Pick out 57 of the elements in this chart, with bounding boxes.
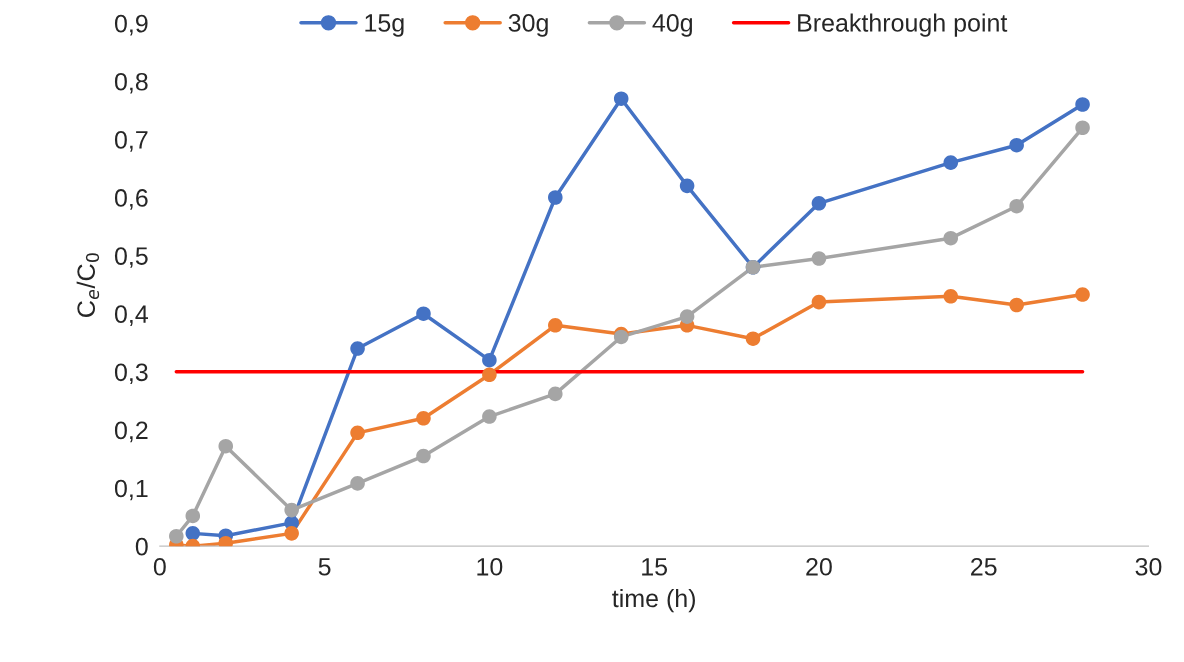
y-tick-label: 0,7 xyxy=(114,130,148,152)
legend-label: 40g xyxy=(652,14,692,37)
point xyxy=(811,294,827,310)
y-tick-label: 0,2 xyxy=(114,421,148,443)
x-tick-label: 30 xyxy=(1135,557,1162,576)
y-tick-label: 0,6 xyxy=(114,189,148,210)
point xyxy=(679,309,695,324)
point xyxy=(1075,287,1090,302)
y-tick-label: 0,3 xyxy=(114,363,148,385)
x-tick-label: 0 xyxy=(153,557,166,576)
point xyxy=(1009,297,1024,313)
point xyxy=(548,318,563,333)
point xyxy=(943,289,959,304)
point xyxy=(185,508,201,524)
point xyxy=(679,178,695,194)
point xyxy=(169,528,184,544)
point xyxy=(943,155,959,170)
point xyxy=(350,476,365,491)
point xyxy=(1075,97,1090,112)
point xyxy=(1075,120,1090,136)
point xyxy=(1009,137,1024,153)
y-tick-label: 0,8 xyxy=(114,72,148,94)
y-tick-label: 0,1 xyxy=(114,479,148,501)
point xyxy=(350,425,365,441)
point xyxy=(284,502,299,518)
point xyxy=(482,352,497,368)
x-axis-title: time (h) xyxy=(612,588,695,613)
y-tick-label: 0,9 xyxy=(114,14,148,36)
point xyxy=(416,448,431,464)
point xyxy=(943,230,959,246)
legend-label: Breakthrough point xyxy=(798,13,1008,37)
x-tick-label: 10 xyxy=(477,557,503,576)
y-tick-label: 0,5 xyxy=(114,247,148,268)
point xyxy=(284,526,299,541)
x-tick-label: 15 xyxy=(642,558,668,576)
legend-label: 30g xyxy=(508,14,548,37)
point xyxy=(613,91,629,106)
point xyxy=(482,367,497,383)
point xyxy=(416,411,431,426)
point xyxy=(548,190,563,205)
x-tick-label: 25 xyxy=(971,557,997,576)
point xyxy=(185,526,201,541)
point xyxy=(548,386,563,402)
point xyxy=(811,251,827,266)
point xyxy=(218,438,234,454)
point xyxy=(1009,198,1024,214)
point xyxy=(482,409,497,424)
x-tick-label: 5 xyxy=(318,558,331,576)
point xyxy=(416,306,431,321)
y-tick-label: 0 xyxy=(135,537,148,556)
y-tick-label: 0,4 xyxy=(114,305,148,326)
x-tick-label: 20 xyxy=(806,557,832,576)
point xyxy=(811,196,827,211)
point xyxy=(350,341,365,356)
point xyxy=(745,331,761,346)
legend-label: 15g xyxy=(365,14,404,37)
y-axis-title: C$_{e}$/C$_{0}$ xyxy=(76,253,100,317)
